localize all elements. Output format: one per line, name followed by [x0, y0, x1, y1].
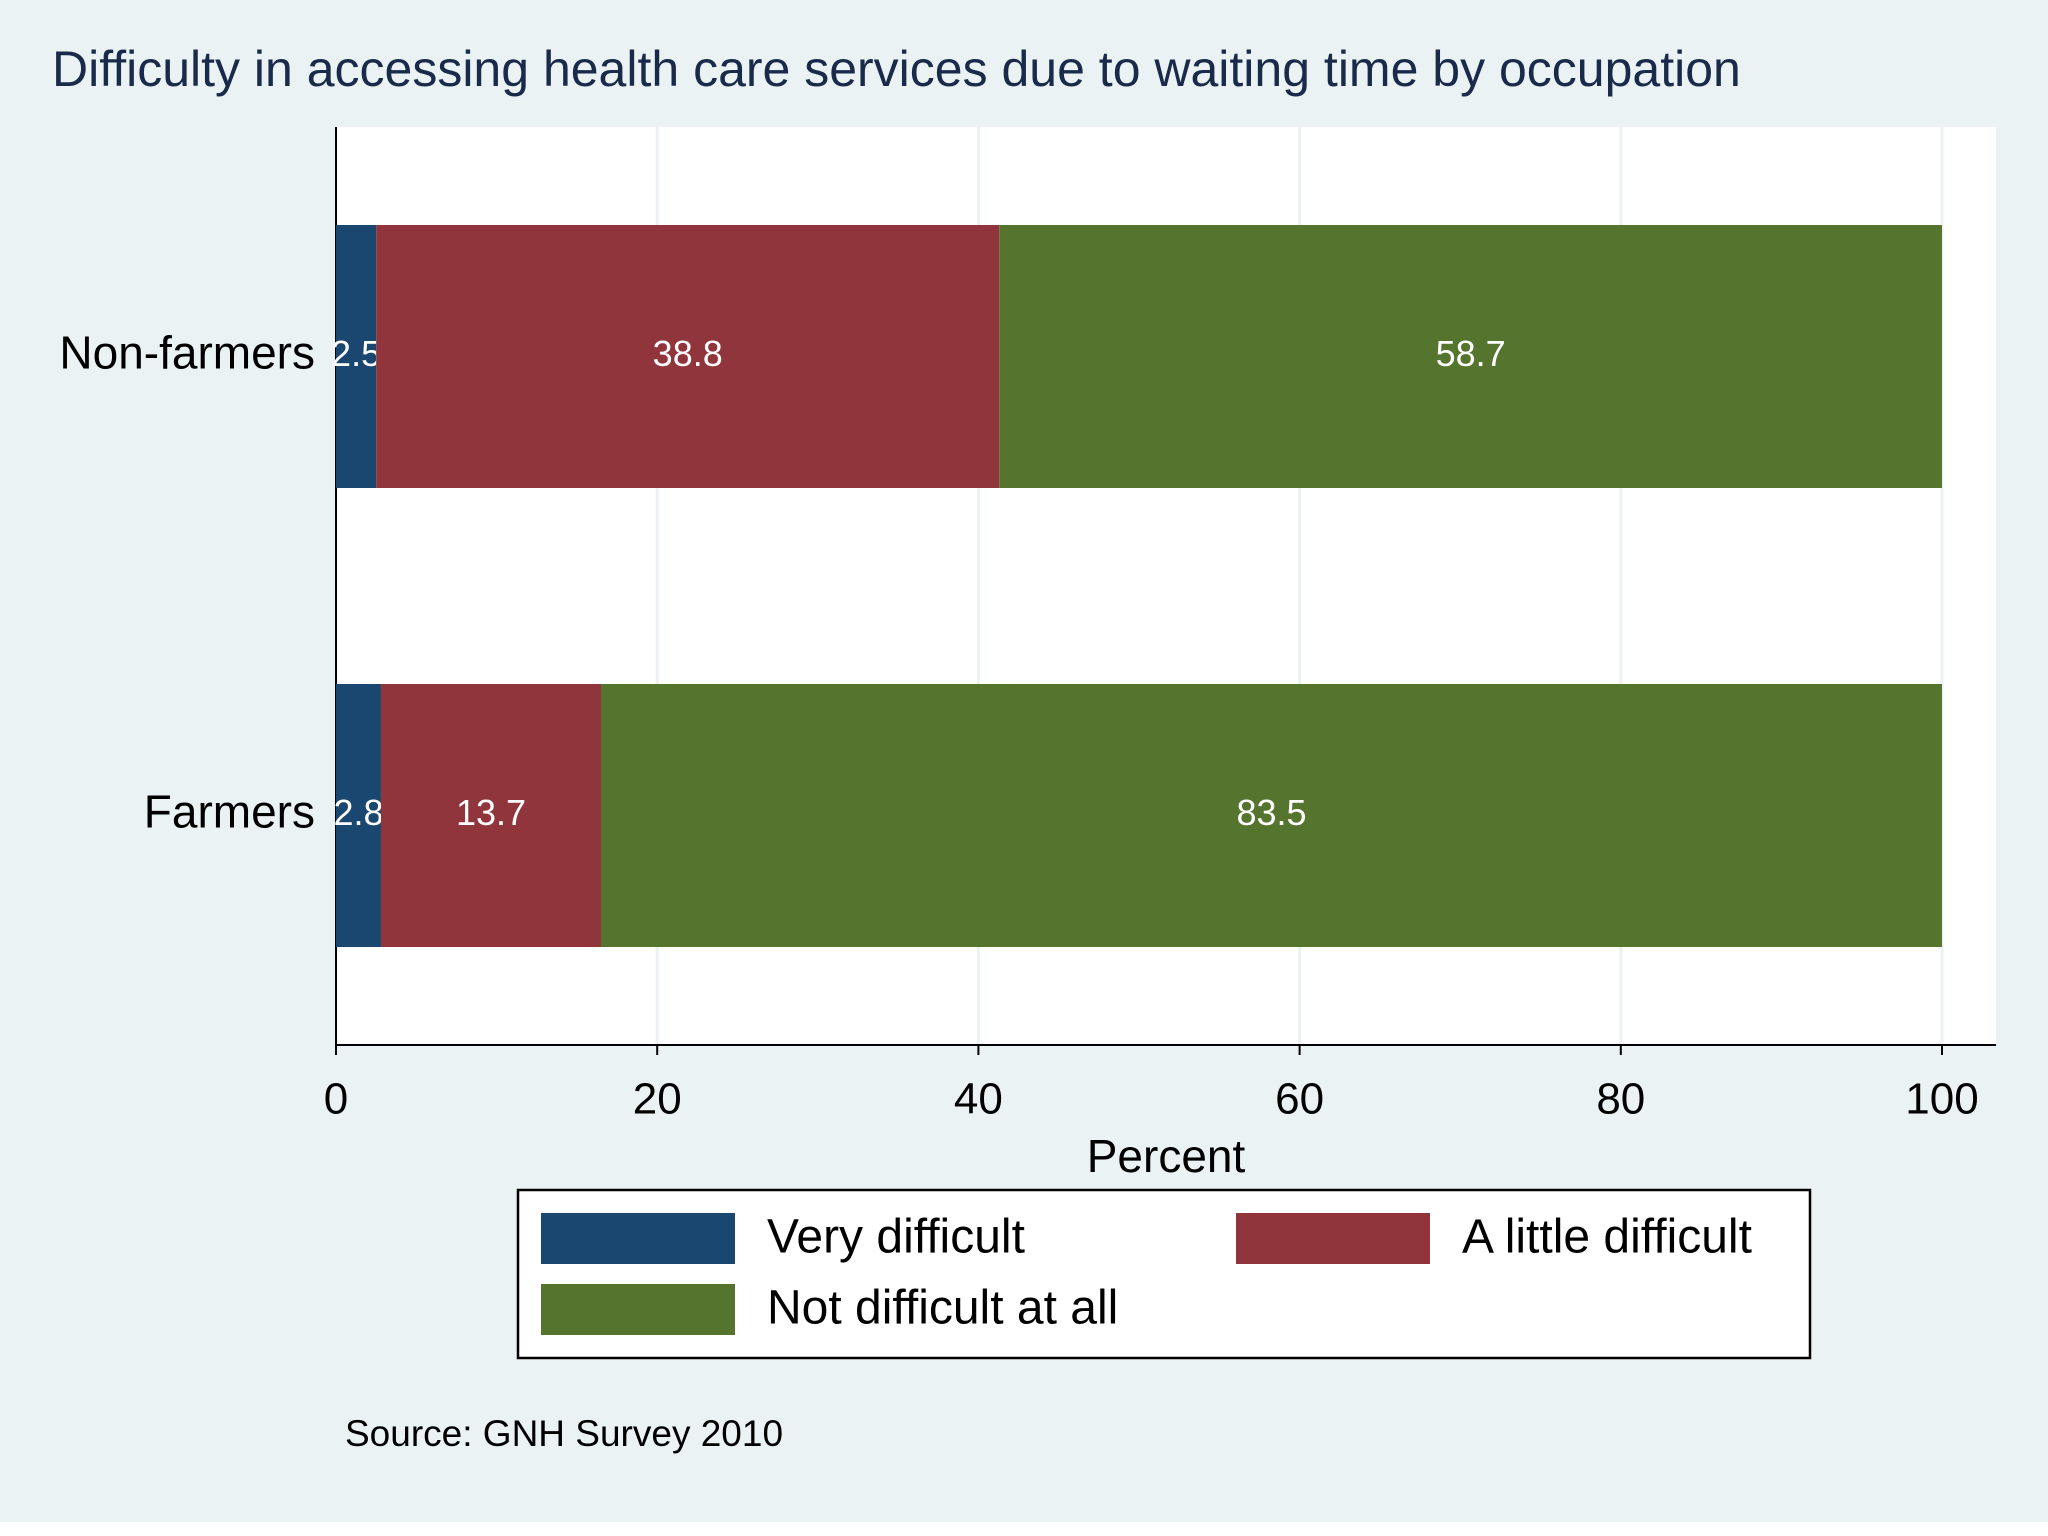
bar-segment	[380, 684, 601, 947]
value-label: 13.7	[456, 792, 526, 833]
x-tick-label: 20	[633, 1075, 682, 1124]
x-tick-label: 60	[1275, 1075, 1324, 1124]
value-label: 38.8	[653, 333, 723, 374]
legend-swatch	[541, 1213, 735, 1264]
chart-title: Difficulty in accessing health care serv…	[52, 41, 1741, 97]
bar-segment	[600, 684, 1942, 947]
source-note: Source: GNH Survey 2010	[345, 1413, 783, 1454]
bar-segment	[336, 684, 381, 947]
legend-label: Not difficult at all	[767, 1282, 1118, 1335]
x-tick-label: 40	[954, 1075, 1003, 1124]
bar-segment	[999, 225, 1942, 488]
legend-label: Very difficult	[767, 1211, 1025, 1264]
x-tick-label: 100	[1905, 1075, 1978, 1124]
value-label: 83.5	[1236, 792, 1306, 833]
x-axis-label: Percent	[1087, 1130, 1246, 1182]
bar-segment	[376, 225, 1000, 488]
legend-swatch	[541, 1284, 735, 1335]
value-label: 58.7	[1436, 333, 1506, 374]
legend-swatch	[1236, 1213, 1430, 1264]
value-label: 2.5	[331, 333, 381, 374]
value-label: 2.8	[333, 792, 383, 833]
y-tick-label: Farmers	[144, 786, 315, 838]
x-tick-label: 0	[324, 1075, 348, 1124]
x-tick-label: 80	[1596, 1075, 1645, 1124]
legend-label: A little difficult	[1462, 1211, 1752, 1264]
bar-segment	[336, 225, 377, 488]
y-tick-label: Non-farmers	[59, 327, 315, 379]
